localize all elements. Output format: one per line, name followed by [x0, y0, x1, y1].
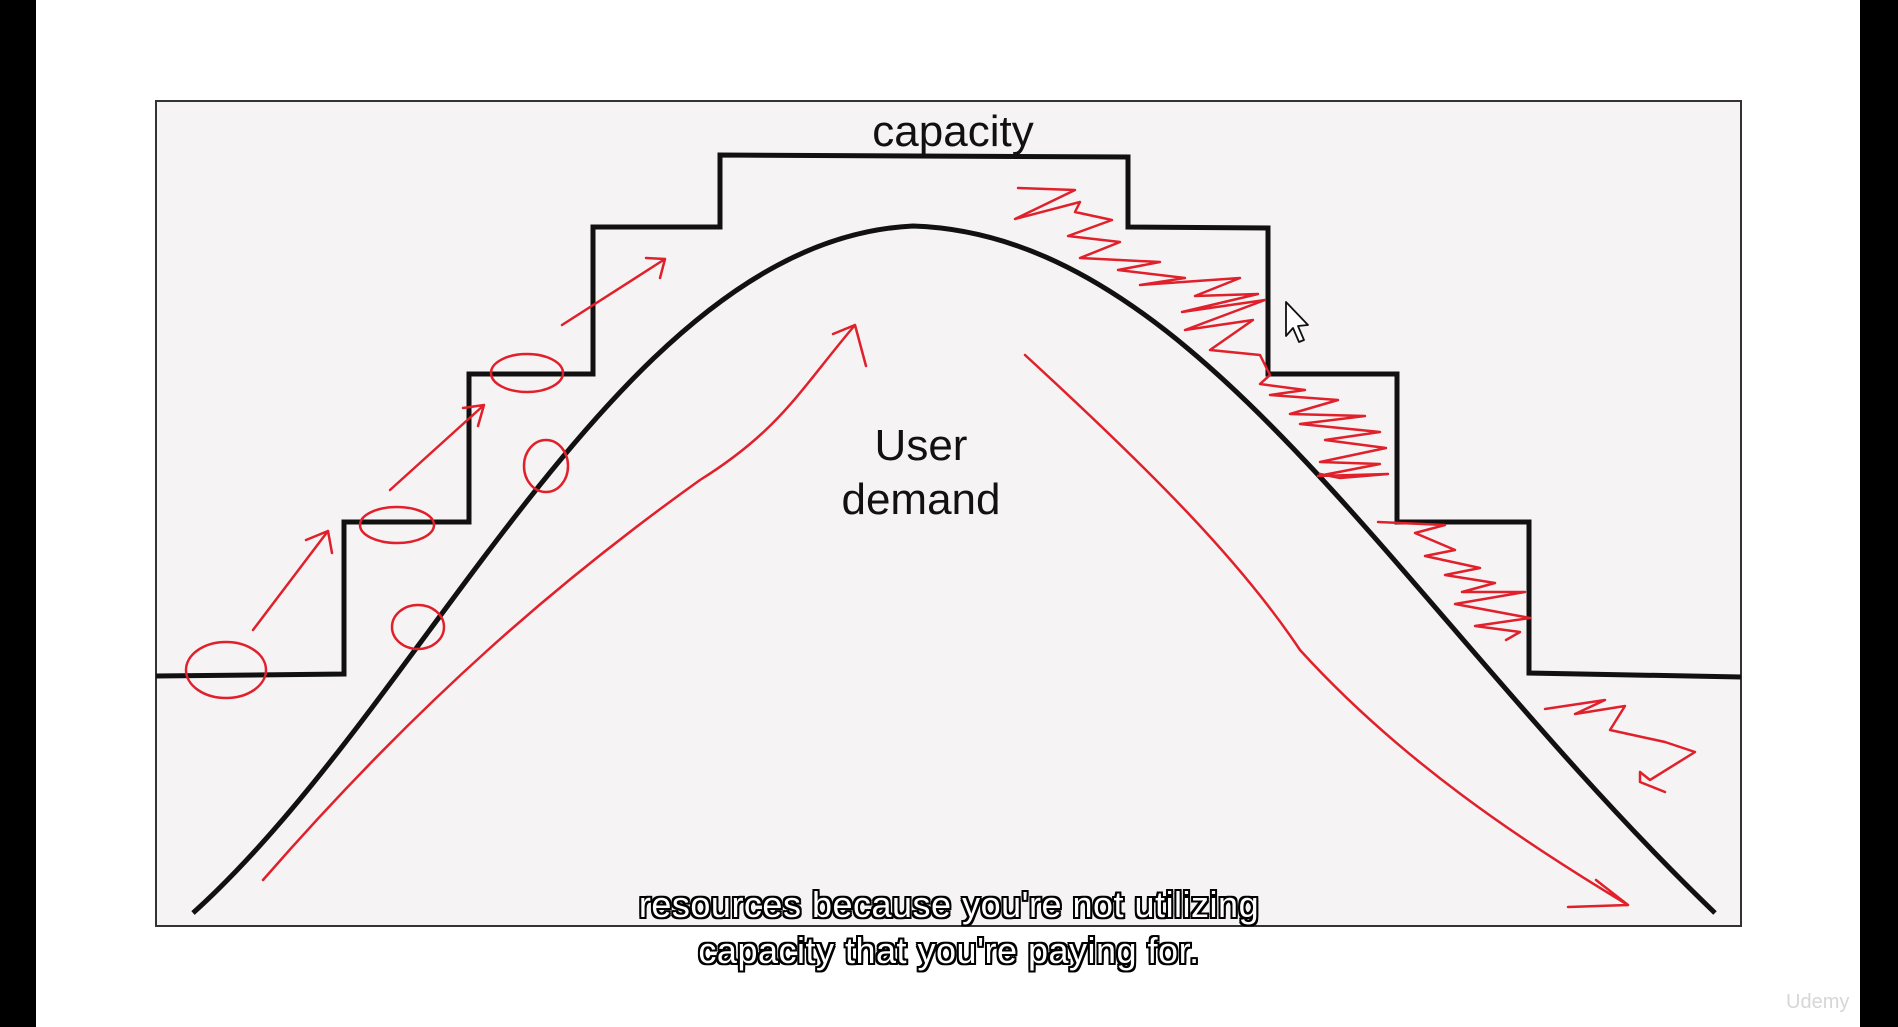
udemy-watermark-logo: Udemy	[1786, 991, 1850, 1013]
annotation-zigzag	[1543, 698, 1697, 794]
annotation-circle	[522, 438, 570, 494]
diagram-panel	[155, 100, 1742, 927]
subtitle-line: resources because you're not utilizing	[638, 884, 1260, 925]
user-demand-label-line1: User	[875, 421, 968, 470]
user-demand-curve	[191, 223, 1717, 915]
annotation-arrow	[251, 529, 334, 632]
subtitle-line: capacity that you're paying for.	[698, 930, 1200, 971]
user-demand-label-line2: demand	[841, 475, 1000, 524]
red-annotations	[184, 186, 1697, 909]
annotation-zigzag	[1013, 186, 1390, 480]
annotation-arrow	[1023, 353, 1630, 909]
annotation-arrow	[388, 403, 486, 492]
annotation-circle	[184, 640, 268, 700]
annotation-circle	[390, 603, 446, 651]
annotation-zigzag	[1376, 520, 1532, 642]
annotation-arrow	[560, 256, 667, 327]
capacity-step-line	[155, 152, 1742, 680]
capacity-label: capacity	[872, 107, 1033, 156]
annotation-circle	[489, 352, 565, 394]
annotation-arrow	[261, 323, 868, 882]
annotation-circle	[358, 505, 436, 545]
mouse-cursor-icon	[1285, 301, 1309, 343]
subtitles: resources because you're not utilizing c…	[0, 882, 1898, 974]
